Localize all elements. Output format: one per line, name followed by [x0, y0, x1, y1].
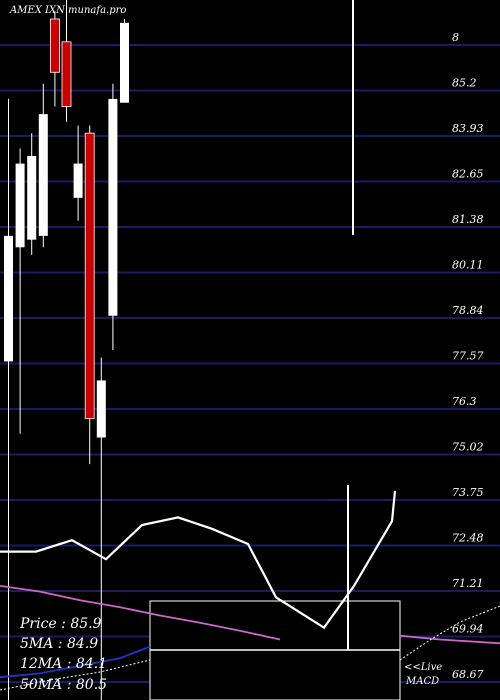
overlay-lines: [0, 490, 500, 691]
y-tick-label: 8: [452, 31, 459, 44]
dotted-line: [399, 605, 500, 661]
y-tick-label: 77.57: [452, 350, 484, 363]
chart-title: AMEX IXN munafa.pro: [9, 5, 126, 16]
y-tick-label: 71.21: [452, 577, 484, 590]
price-axis: 8 85.2 83.93 82.65 81.38 80.11 78.84 77.57 76.3 7…: [452, 31, 484, 681]
candle-down: [84, 132, 95, 419]
dotted-line-left: [0, 659, 151, 691]
y-tick-label: 78.84: [452, 304, 484, 317]
y-tick-label: 82.65: [452, 168, 484, 181]
candle-up: [120, 22, 129, 103]
moving-average-line: [0, 585, 281, 641]
ma50-label: 50MA : 80.5: [20, 677, 107, 693]
macd-panel: [149, 0, 401, 700]
macd-label: MACD: [405, 676, 439, 687]
ma5-label: 5MA : 84.9: [20, 636, 98, 652]
candle-up: [73, 163, 83, 198]
y-tick-label: 80.11: [452, 259, 484, 272]
y-tick-label: 75.02: [452, 441, 484, 454]
y-tick-label: 72.48: [452, 532, 484, 545]
candle-down: [61, 41, 72, 107]
candle-up: [108, 98, 118, 316]
overlay-line: [0, 490, 397, 630]
summary-box: Price : 85.9 5MA : 84.9 12MA : 84.1 50MA…: [19, 616, 107, 693]
ma12-label: 12MA : 84.1: [20, 656, 107, 672]
price-line: [0, 645, 151, 679]
y-tick-label: 83.93: [452, 122, 484, 135]
candle-up: [15, 163, 25, 248]
live-label: <<Live: [404, 662, 442, 673]
moving-average-line-right: [399, 634, 500, 645]
y-tick-label: 85.2: [452, 77, 477, 90]
candle-up: [27, 155, 37, 240]
candle-down: [50, 18, 60, 73]
y-tick-label: 73.75: [452, 486, 484, 499]
candle-up: [4, 235, 13, 362]
y-tick-label: 76.3: [452, 395, 477, 408]
candle-up: [96, 380, 106, 438]
y-tick-label: 69.94: [452, 623, 484, 636]
candle-up: [38, 114, 48, 236]
price-label: Price : 85.9: [19, 616, 102, 632]
y-tick-label: 68.67: [452, 668, 484, 681]
candles: [4, 0, 129, 700]
y-tick-label: 81.38: [452, 213, 484, 226]
